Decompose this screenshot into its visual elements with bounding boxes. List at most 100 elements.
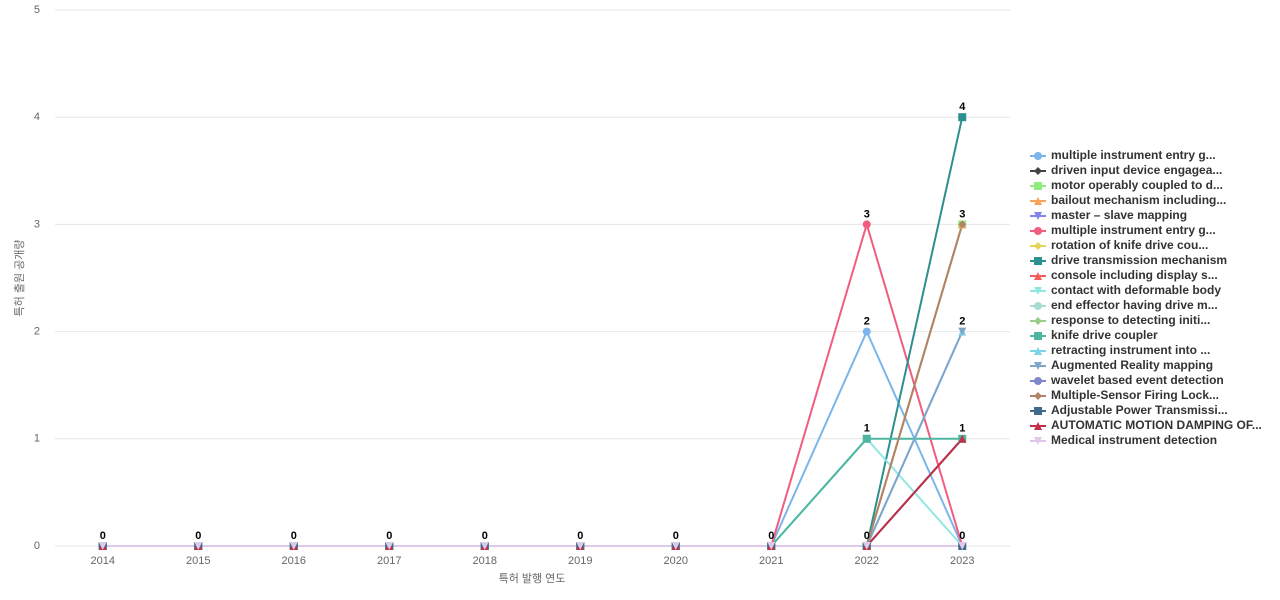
legend-item[interactable]: knife drive coupler — [1030, 328, 1158, 342]
legend-item[interactable]: motor operably coupled to d... — [1030, 178, 1223, 192]
data-label: 0 — [768, 530, 774, 542]
marker — [862, 434, 871, 443]
marker — [1034, 407, 1042, 415]
legend-label: console including display s... — [1051, 268, 1218, 282]
legend-label: drive transmission mechanism — [1051, 253, 1227, 267]
legend-label: response to detecting initi... — [1051, 313, 1210, 327]
legend-label: Multiple-Sensor Firing Lock... — [1051, 388, 1219, 402]
series-line — [102, 438, 963, 547]
marker — [1034, 437, 1042, 445]
marker — [958, 327, 967, 336]
marker — [1034, 227, 1042, 235]
legend-label: wavelet based event detection — [1050, 373, 1224, 387]
x-tick-label: 2019 — [568, 555, 592, 567]
legend-item[interactable]: response to detecting initi... — [1030, 313, 1210, 327]
x-tick-label: 2022 — [855, 555, 879, 567]
y-axis-title: 특허 출원 공개량 — [13, 240, 26, 317]
data-label: 0 — [100, 530, 106, 542]
data-label: 1 — [959, 423, 965, 435]
marker — [98, 542, 107, 550]
legend-label: AUTOMATIC MOTION DAMPING OF... — [1051, 418, 1262, 432]
legend-item[interactable]: driven input device engagea... — [1030, 163, 1222, 177]
marker — [194, 542, 203, 550]
x-tick-label: 2018 — [473, 555, 497, 567]
series-line — [102, 438, 963, 547]
legend-item[interactable]: multiple instrument entry g... — [1030, 223, 1216, 237]
marker — [862, 220, 871, 229]
data-label: 0 — [673, 530, 679, 542]
y-tick-label: 2 — [34, 326, 40, 338]
marker — [1034, 212, 1042, 220]
legend-label: master – slave mapping — [1051, 208, 1187, 222]
x-axis-title: 특허 발행 연도 — [499, 572, 566, 585]
x-tick-label: 2020 — [664, 555, 688, 567]
legend-item[interactable]: console including display s... — [1030, 268, 1218, 282]
legend-label: Adjustable Power Transmissi... — [1051, 403, 1228, 417]
marker — [1034, 167, 1042, 175]
data-label: 4 — [959, 101, 966, 113]
legend-label: retracting instrument into ... — [1051, 343, 1210, 357]
y-tick-label: 0 — [34, 540, 40, 552]
x-tick-label: 2023 — [950, 555, 974, 567]
legend-label: contact with deformable body — [1051, 283, 1221, 297]
legend-item[interactable]: end effector having drive m... — [1030, 298, 1218, 312]
data-label: 2 — [864, 316, 870, 328]
data-label: 3 — [959, 208, 965, 220]
series-line — [102, 224, 964, 547]
series-line — [102, 224, 964, 547]
legend-item[interactable]: Augmented Reality mapping — [1030, 358, 1213, 372]
legend-item[interactable]: wavelet based event detection — [1030, 373, 1224, 387]
legend-label: rotation of knife drive cou... — [1051, 238, 1208, 252]
marker — [1034, 317, 1042, 325]
data-label: 0 — [864, 530, 870, 542]
marker — [862, 542, 871, 550]
legend-item[interactable]: AUTOMATIC MOTION DAMPING OF... — [1030, 418, 1262, 432]
legend-item[interactable]: bailout mechanism including... — [1030, 193, 1226, 207]
data-label: 0 — [291, 530, 297, 542]
legend-item[interactable]: drive transmission mechanism — [1030, 253, 1227, 267]
data-label: 0 — [386, 530, 392, 542]
marker — [1034, 182, 1042, 190]
legend-item[interactable]: retracting instrument into ... — [1030, 343, 1210, 357]
x-tick-label: 2017 — [377, 555, 401, 567]
x-tick-label: 2014 — [91, 555, 115, 567]
data-label: 1 — [864, 423, 870, 435]
marker — [385, 542, 394, 550]
legend-item[interactable]: rotation of knife drive cou... — [1030, 238, 1208, 252]
legend-item[interactable]: contact with deformable body — [1030, 283, 1221, 297]
legend-label: Augmented Reality mapping — [1051, 358, 1213, 372]
marker — [958, 113, 967, 122]
legend-item[interactable]: Medical instrument detection — [1030, 433, 1217, 447]
marker — [958, 542, 967, 550]
legend-label: multiple instrument entry g... — [1051, 148, 1216, 162]
x-tick-label: 2016 — [282, 555, 306, 567]
legend-label: bailout mechanism including... — [1051, 193, 1226, 207]
legend-label: motor operably coupled to d... — [1051, 178, 1223, 192]
y-tick-label: 5 — [34, 4, 40, 16]
series-line — [102, 224, 964, 547]
marker — [671, 542, 680, 550]
marker — [1034, 242, 1042, 250]
legend-item[interactable]: Adjustable Power Transmissi... — [1030, 403, 1228, 417]
legend-item[interactable]: Multiple-Sensor Firing Lock... — [1030, 388, 1219, 402]
data-label: 3 — [864, 208, 870, 220]
marker — [958, 220, 967, 229]
marker — [1034, 152, 1042, 160]
data-label: 0 — [482, 530, 488, 542]
legend-label: end effector having drive m... — [1051, 298, 1218, 312]
marker — [862, 327, 871, 336]
legend-item[interactable]: multiple instrument entry g... — [1030, 148, 1216, 162]
legend-item[interactable]: master – slave mapping — [1030, 208, 1187, 222]
series-line — [102, 437, 963, 547]
marker — [767, 542, 776, 550]
marker — [289, 542, 298, 550]
data-label: 2 — [959, 316, 965, 328]
marker — [958, 434, 967, 443]
legend-label: knife drive coupler — [1051, 328, 1158, 342]
marker — [1034, 347, 1042, 355]
data-label: 0 — [195, 530, 201, 542]
x-tick-label: 2021 — [759, 555, 783, 567]
legend-label: Medical instrument detection — [1051, 433, 1217, 447]
marker — [1034, 377, 1042, 385]
